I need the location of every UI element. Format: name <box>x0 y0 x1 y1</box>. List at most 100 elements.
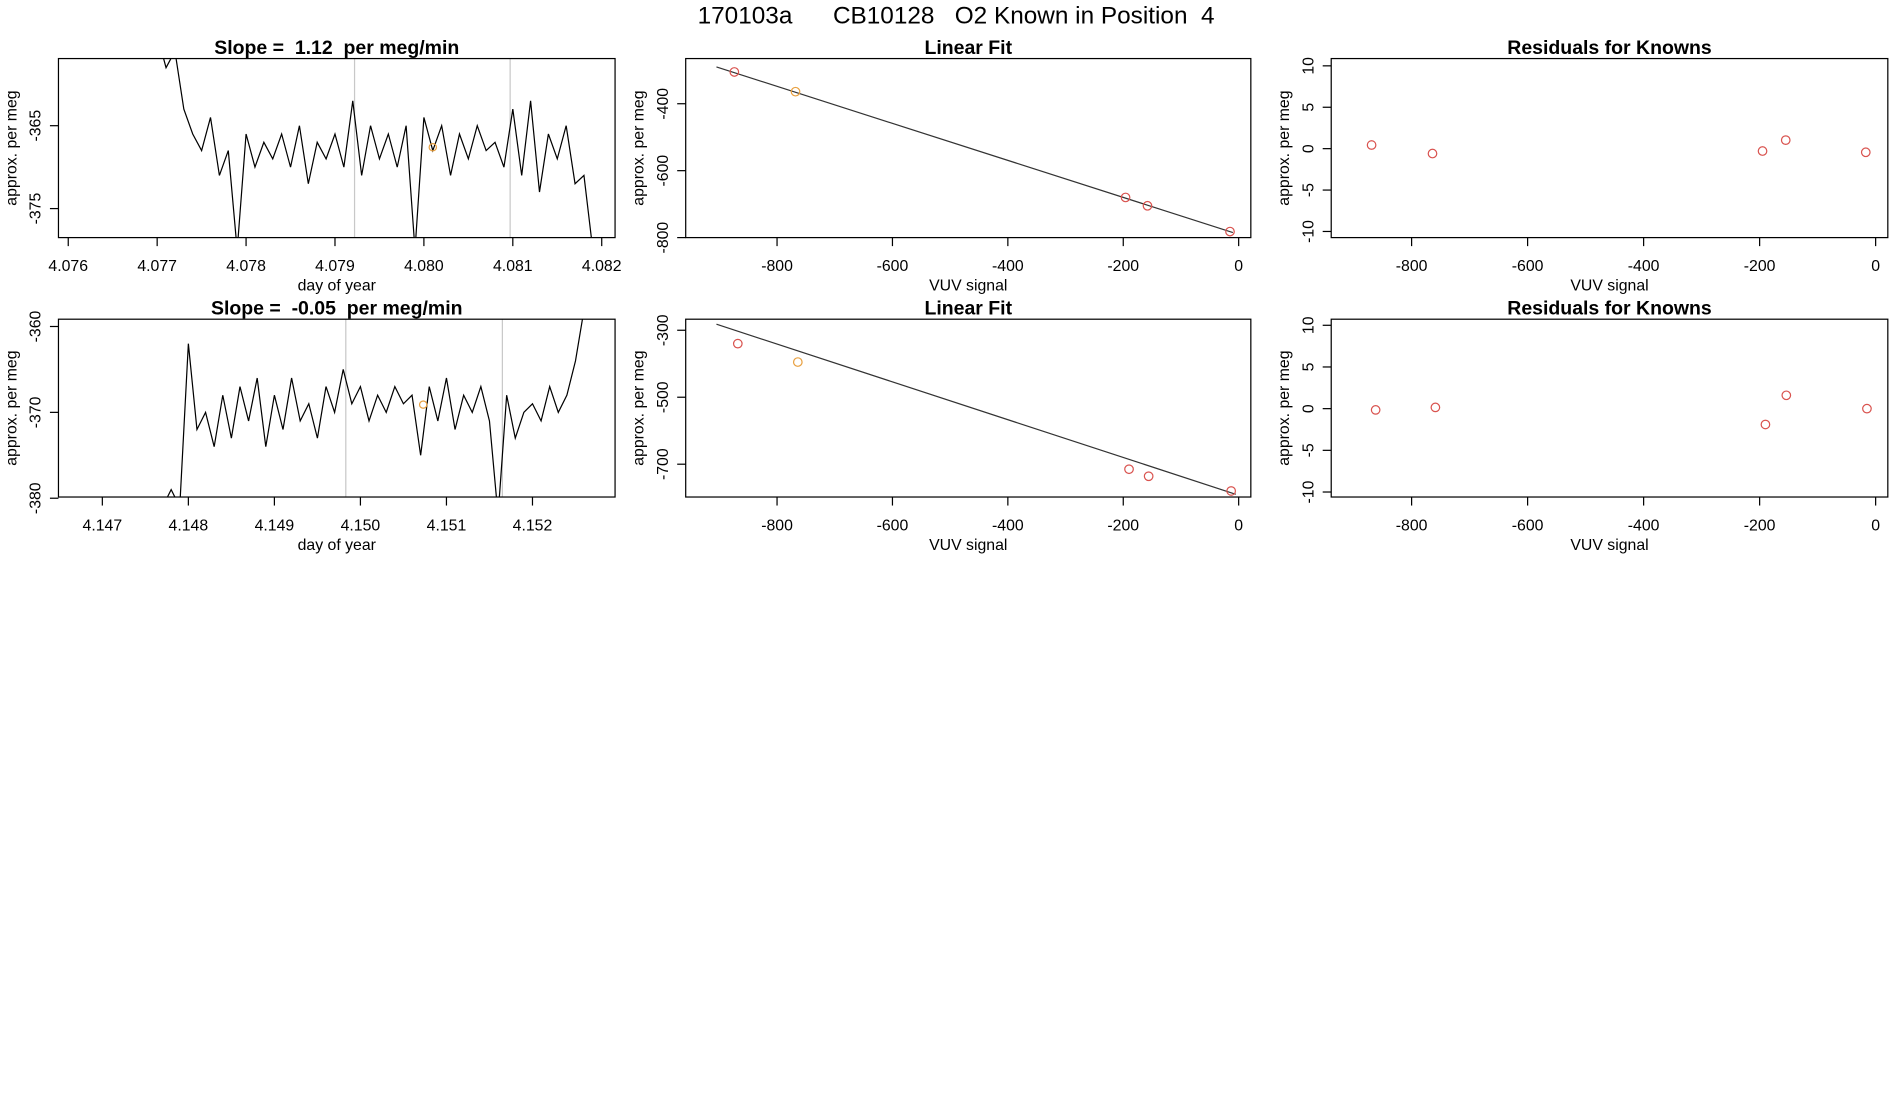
highlight-point <box>428 142 438 152</box>
point <box>1781 390 1792 401</box>
x-tick-label: -400 <box>1628 517 1660 534</box>
fit-line <box>716 323 1236 495</box>
plot-frame <box>1330 318 1889 498</box>
x-tick-label: -600 <box>1512 517 1544 534</box>
panel-title: Residuals for Knowns <box>1507 37 1712 59</box>
point <box>792 357 803 367</box>
x-axis-label: VUV signal <box>1570 537 1648 554</box>
x-tick-label: 4.150 <box>341 517 381 534</box>
x-tick-label: 4.147 <box>83 517 123 534</box>
x-tick-label: -400 <box>1628 258 1660 275</box>
panel: Residuals for Knowns VUV signal approx. pe… <box>1276 298 1889 554</box>
point <box>1757 146 1768 156</box>
plot-frame <box>57 318 616 498</box>
plot-frame <box>685 318 1252 498</box>
plot-area <box>166 319 584 498</box>
x-tick-label: -400 <box>992 517 1024 534</box>
highlight-point <box>418 400 428 409</box>
y-tick-label: 5 <box>1300 362 1317 371</box>
panel: Linear Fit VUV signal approx. per meg -800 -… <box>631 298 1252 554</box>
y-axis-label: approx. per meg <box>1276 90 1293 205</box>
y-tick-label: -300 <box>655 314 672 346</box>
x-axis-label: VUV signal <box>1570 278 1648 295</box>
panel-title: Linear Fit <box>924 298 1012 320</box>
x-tick-label: 0 <box>1234 258 1243 275</box>
x-axis-label: day of year <box>298 537 377 554</box>
plot-frame <box>685 57 1252 239</box>
x-tick-label: -600 <box>877 517 909 534</box>
plot-area <box>716 323 1237 496</box>
y-tick-label: 0 <box>1300 144 1317 153</box>
x-tick-label: 4.081 <box>493 258 533 275</box>
y-tick-label: 0 <box>1300 404 1317 413</box>
plot-area <box>162 58 592 238</box>
point <box>790 86 801 97</box>
data-line <box>166 319 584 498</box>
point <box>1120 192 1131 203</box>
y-tick-label: 10 <box>1300 316 1317 334</box>
x-tick-label: 4.080 <box>404 258 444 275</box>
x-tick-label: -200 <box>1107 517 1139 534</box>
y-tick-label: -370 <box>28 396 45 428</box>
x-tick-label: 4.152 <box>513 517 553 534</box>
x-tick-label: 4.077 <box>137 258 177 275</box>
x-tick-label: -600 <box>877 258 909 275</box>
panel-title: Slope = 1.12 per meg/min <box>214 37 459 59</box>
main-title: 170103a CB10128 O2 Known in Position 4 <box>698 3 1215 30</box>
x-axis-label: VUV signal <box>929 537 1007 554</box>
x-tick-label: 0 <box>1871 517 1880 534</box>
point <box>729 67 740 77</box>
y-axis-label: approx. per meg <box>3 90 20 205</box>
x-tick-label: -400 <box>992 258 1024 275</box>
point <box>732 338 743 349</box>
point <box>1780 135 1791 145</box>
point <box>1124 464 1134 475</box>
point <box>1225 226 1235 237</box>
panel-title: Residuals for Knowns <box>1507 298 1712 320</box>
y-tick-label: -375 <box>28 193 45 225</box>
plot-area <box>716 66 1235 237</box>
plot-frame <box>57 57 616 239</box>
point <box>1143 471 1154 482</box>
y-tick-label: -360 <box>28 310 45 342</box>
y-tick-label: -700 <box>655 448 672 480</box>
x-tick-label: -200 <box>1744 517 1776 534</box>
y-tick-label: -400 <box>655 88 672 120</box>
y-tick-label: -500 <box>655 381 672 413</box>
panel-title: Linear Fit <box>924 37 1012 59</box>
plot-frame <box>1330 57 1889 239</box>
panel: Residuals for Knowns VUV signal approx. pe… <box>1276 37 1889 295</box>
data-line <box>162 58 592 238</box>
y-tick-label: -380 <box>28 482 45 514</box>
plot-area <box>1370 390 1872 430</box>
y-tick-label: -10 <box>1300 220 1317 243</box>
x-tick-label: 4.079 <box>315 258 355 275</box>
y-tick-label: -800 <box>655 222 672 254</box>
panel-title: Slope = -0.05 per meg/min <box>211 298 463 320</box>
x-tick-label: 4.082 <box>582 258 622 275</box>
x-tick-label: -200 <box>1107 258 1139 275</box>
point <box>1142 200 1153 211</box>
y-tick-label: -5 <box>1300 443 1317 457</box>
x-tick-label: -800 <box>1396 258 1428 275</box>
x-tick-label: 0 <box>1234 517 1243 534</box>
point <box>1427 148 1438 159</box>
y-tick-label: -600 <box>655 155 672 187</box>
x-tick-label: -600 <box>1512 258 1544 275</box>
x-tick-label: 4.151 <box>427 517 467 534</box>
x-tick-label: -800 <box>1396 517 1428 534</box>
point <box>1760 419 1771 430</box>
y-tick-label: 5 <box>1300 103 1317 112</box>
y-tick-label: -365 <box>28 110 45 142</box>
y-axis-label: approx. per meg <box>631 350 648 465</box>
panel: Linear Fit VUV signal approx. per meg -800 -… <box>631 37 1252 295</box>
y-tick-label: -10 <box>1300 480 1317 503</box>
point <box>1226 486 1237 496</box>
x-tick-label: -800 <box>761 258 793 275</box>
y-axis-label: approx. per meg <box>1276 350 1293 465</box>
y-axis-label: approx. per meg <box>631 90 648 205</box>
x-tick-label: 0 <box>1871 258 1880 275</box>
plot-area <box>1366 135 1871 159</box>
